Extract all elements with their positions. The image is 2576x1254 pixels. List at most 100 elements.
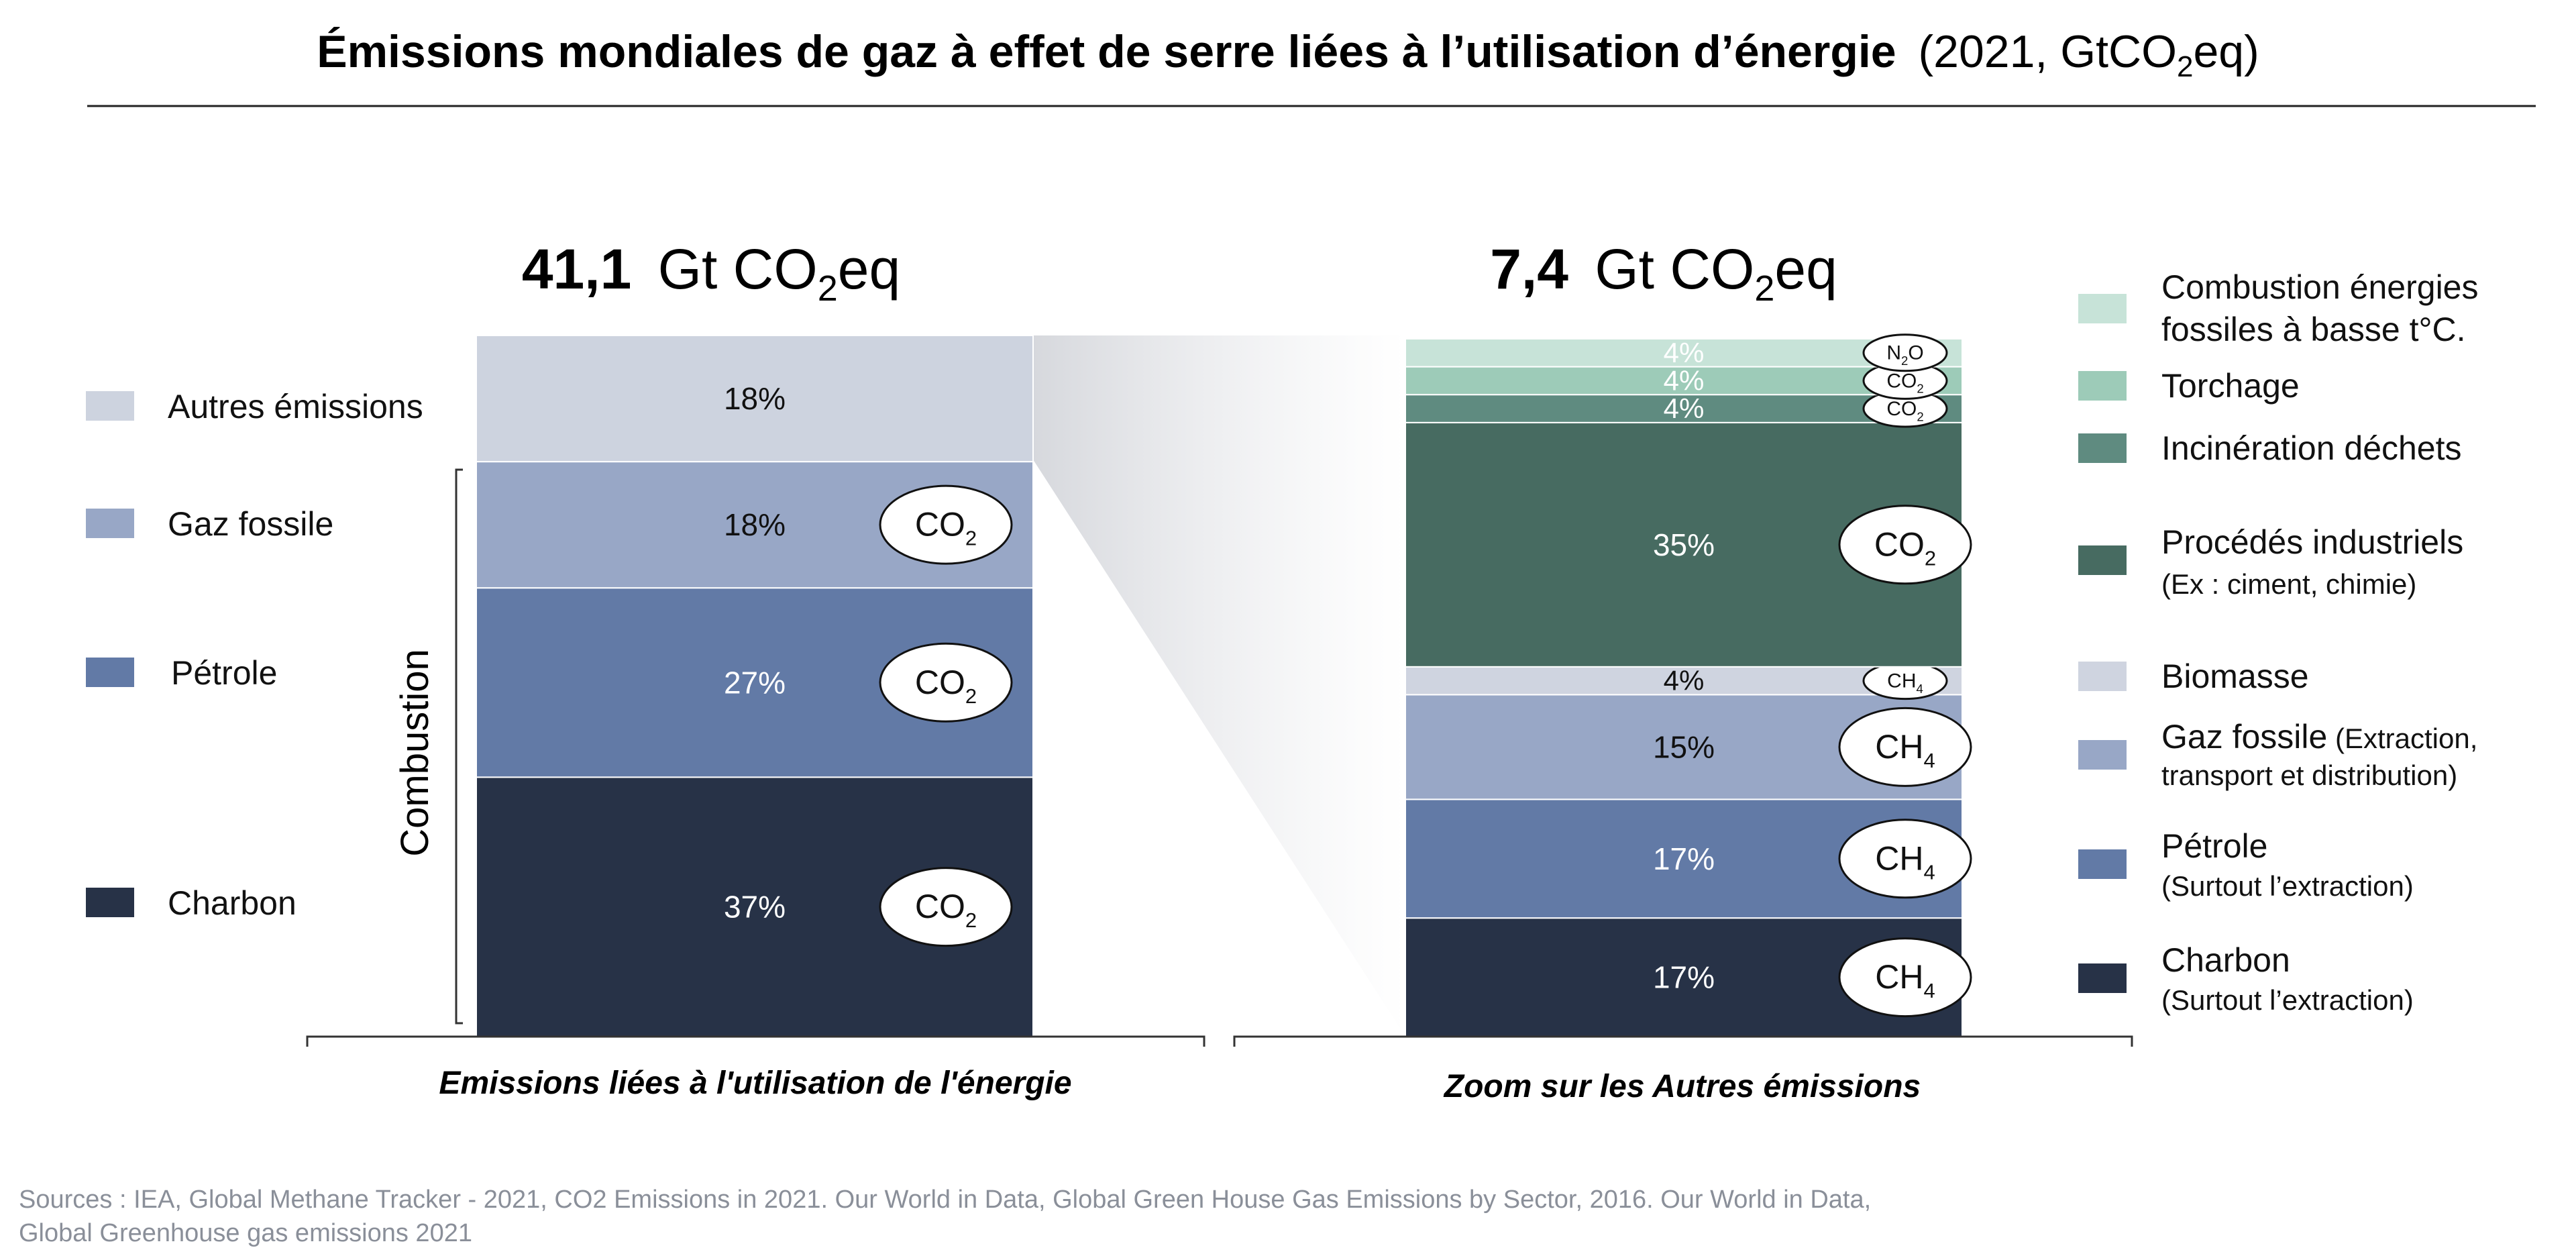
right-gas-petrole-formula: CH — [1875, 839, 1923, 877]
right-legend-label-extra-gaz: (Extraction, — [2327, 723, 2477, 754]
right-gas-incineration: CO2 — [1862, 389, 1948, 428]
right-gas-torchage: CO2 — [1862, 361, 1948, 400]
right-total: 7,4 Gt CO2eq — [1490, 238, 1837, 309]
right-legend-label-procedes: Procédés industriels — [2161, 523, 2463, 561]
left-gas-charbon-ellipse — [879, 867, 1013, 947]
right-label-incineration: 4% — [1664, 393, 1705, 424]
right-gas-procedes-formula: CO — [1874, 525, 1925, 563]
left-legend-label-autres: Autres émissions — [168, 388, 423, 425]
left-label-gaz: 18% — [724, 507, 786, 542]
left-gas-petrole-formula: CO — [915, 664, 965, 701]
right-gas-incineration-text: CO2 — [1886, 398, 1923, 423]
title-unit-sub: 2 — [2177, 50, 2193, 83]
right-label-charbon: 17% — [1653, 960, 1715, 995]
right-legend-label-main-petrole: Pétrole — [2161, 827, 2267, 865]
left-gas-gaz-formula: CO — [915, 506, 965, 543]
right-axis-base — [1233, 1035, 2133, 1047]
left-legend-label-gaz: Gaz fossile — [168, 505, 333, 543]
right-gas-procedes-text: CO2 — [1874, 525, 1936, 570]
left-legend: Charbon Pétrole Gaz fossile Autres émission… — [86, 388, 423, 922]
right-gas-incineration-formula: CO — [1886, 398, 1917, 420]
right-legend-swatch-petrole — [2078, 849, 2127, 879]
left-total-unit-sub: 2 — [818, 268, 838, 309]
right-legend-label-basse_temp: Combustion énergies — [2161, 268, 2479, 306]
right-legend: Charbon (Surtout l’extraction) Pétrole (Sur… — [2078, 268, 2479, 1016]
left-gas-gaz-text: CO2 — [915, 506, 977, 550]
left-label-autres: 18% — [724, 381, 786, 416]
zoom-funnel — [1033, 335, 1405, 1037]
source-line-2: Global Greenhouse gas emissions 2021 — [19, 1219, 472, 1247]
left-legend-swatch-autres — [86, 391, 134, 421]
right-gas-biomasse-text: CH4 — [1887, 670, 1923, 696]
right-gas-procedes: CO2 — [1838, 505, 1972, 585]
right-legend-label-incineration: Incinération déchets — [2161, 429, 2462, 467]
right-legend-label-main-charbon: Charbon — [2161, 941, 2290, 979]
right-gas-basse_temp-suffix: O — [1908, 342, 1923, 364]
right-legend-label-charbon: Charbon — [2161, 941, 2290, 979]
right-legend-sublabel-petrole: (Surtout l’extraction) — [2161, 870, 2414, 902]
source-line-1: Sources : IEA, Global Methane Tracker - … — [19, 1186, 1871, 1214]
left-legend-swatch-petrole — [86, 658, 134, 687]
right-gas-incineration-sub: 2 — [1917, 409, 1923, 423]
right-gas-basse_temp-sub: 2 — [1901, 354, 1908, 368]
right-legend-label-main-basse_temp: Combustion énergies — [2161, 268, 2479, 306]
combustion-bracket — [455, 468, 463, 1025]
title-unit-suffix: eq) — [2193, 26, 2259, 77]
right-label-gaz: 15% — [1653, 729, 1715, 764]
left-total: 41,1 Gt CO2eq — [522, 238, 900, 309]
left-legend-swatch-gaz — [86, 509, 134, 538]
left-gas-charbon-formula: CO — [915, 888, 965, 925]
left-legend-label-charbon: Charbon — [168, 884, 297, 922]
right-legend-swatch-basse_temp — [2078, 294, 2127, 323]
right-gas-torchage-text: CO2 — [1886, 370, 1923, 395]
right-legend-label-main-incineration: Incinération déchets — [2161, 429, 2462, 467]
right-legend-sublabel-basse_temp: fossiles à basse t°C. — [2161, 311, 2466, 348]
title-unit: (2021, GtCO — [1919, 26, 2178, 77]
right-legend-swatch-charbon — [2078, 963, 2127, 993]
right-gas-petrole: CH4 — [1838, 819, 1972, 899]
right-legend-swatch-torchage — [2078, 371, 2127, 401]
left-total-value: 41,1 — [522, 238, 632, 301]
right-total-unit-sub: 2 — [1754, 268, 1774, 309]
left-gas-petrole-text: CO2 — [915, 664, 977, 708]
right-total-unit: Gt CO — [1595, 238, 1754, 301]
right-legend-swatch-gaz — [2078, 740, 2127, 770]
right-gas-petrole-ellipse — [1838, 819, 1972, 899]
right-gas-charbon: CH4 — [1838, 937, 1972, 1018]
left-gas-gaz-ellipse — [879, 484, 1013, 565]
right-gas-petrole-sub: 4 — [1923, 860, 1935, 884]
right-gas-gaz: CH4 — [1838, 707, 1972, 787]
right-gas-charbon-text: CH4 — [1875, 958, 1935, 1002]
right-legend-sublabel-charbon: (Surtout l’extraction) — [2161, 984, 2414, 1016]
right-gas-basse_temp-ellipse — [1862, 333, 1948, 372]
right-legend-swatch-procedes — [2078, 545, 2127, 575]
left-label-petrole: 27% — [724, 665, 786, 700]
combustion-label: Combustion — [393, 649, 437, 856]
right-legend-label-petrole: Pétrole — [2161, 827, 2267, 865]
left-gas-charbon: CO2 — [879, 867, 1013, 947]
right-label-procedes: 35% — [1653, 527, 1715, 562]
right-legend-label-main-gaz: Gaz fossile — [2161, 718, 2327, 755]
title-bold: Émissions mondiales de gaz à effet de se… — [317, 26, 1896, 77]
right-gas-biomasse: CH4 — [1862, 662, 1948, 700]
left-total-unit-suffix: eq — [838, 238, 900, 301]
left-axis-base — [306, 1035, 1205, 1047]
right-gas-procedes-ellipse — [1838, 505, 1972, 585]
right-legend-sublabel-procedes: (Ex : ciment, chimie) — [2161, 568, 2416, 600]
left-gas-charbon-text: CO2 — [915, 888, 977, 932]
left-legend-swatch-charbon — [86, 888, 134, 917]
left-gas-charbon-sub: 2 — [965, 908, 977, 932]
right-legend-swatch-incineration — [2078, 433, 2127, 463]
left-total-unit: Gt CO — [658, 238, 818, 301]
right-legend-sublabel-gaz: transport et distribution) — [2161, 760, 2457, 791]
left-gas-gaz: CO2 — [879, 484, 1013, 565]
left-gas-petrole-sub: 2 — [965, 684, 977, 708]
right-gas-biomasse-formula: CH — [1887, 670, 1916, 692]
right-gas-gaz-sub: 4 — [1923, 749, 1935, 772]
right-legend-label-biomasse: Biomasse — [2161, 658, 2309, 695]
right-legend-label-main-biomasse: Biomasse — [2161, 658, 2309, 695]
right-gas-procedes-sub: 2 — [1925, 546, 1936, 570]
